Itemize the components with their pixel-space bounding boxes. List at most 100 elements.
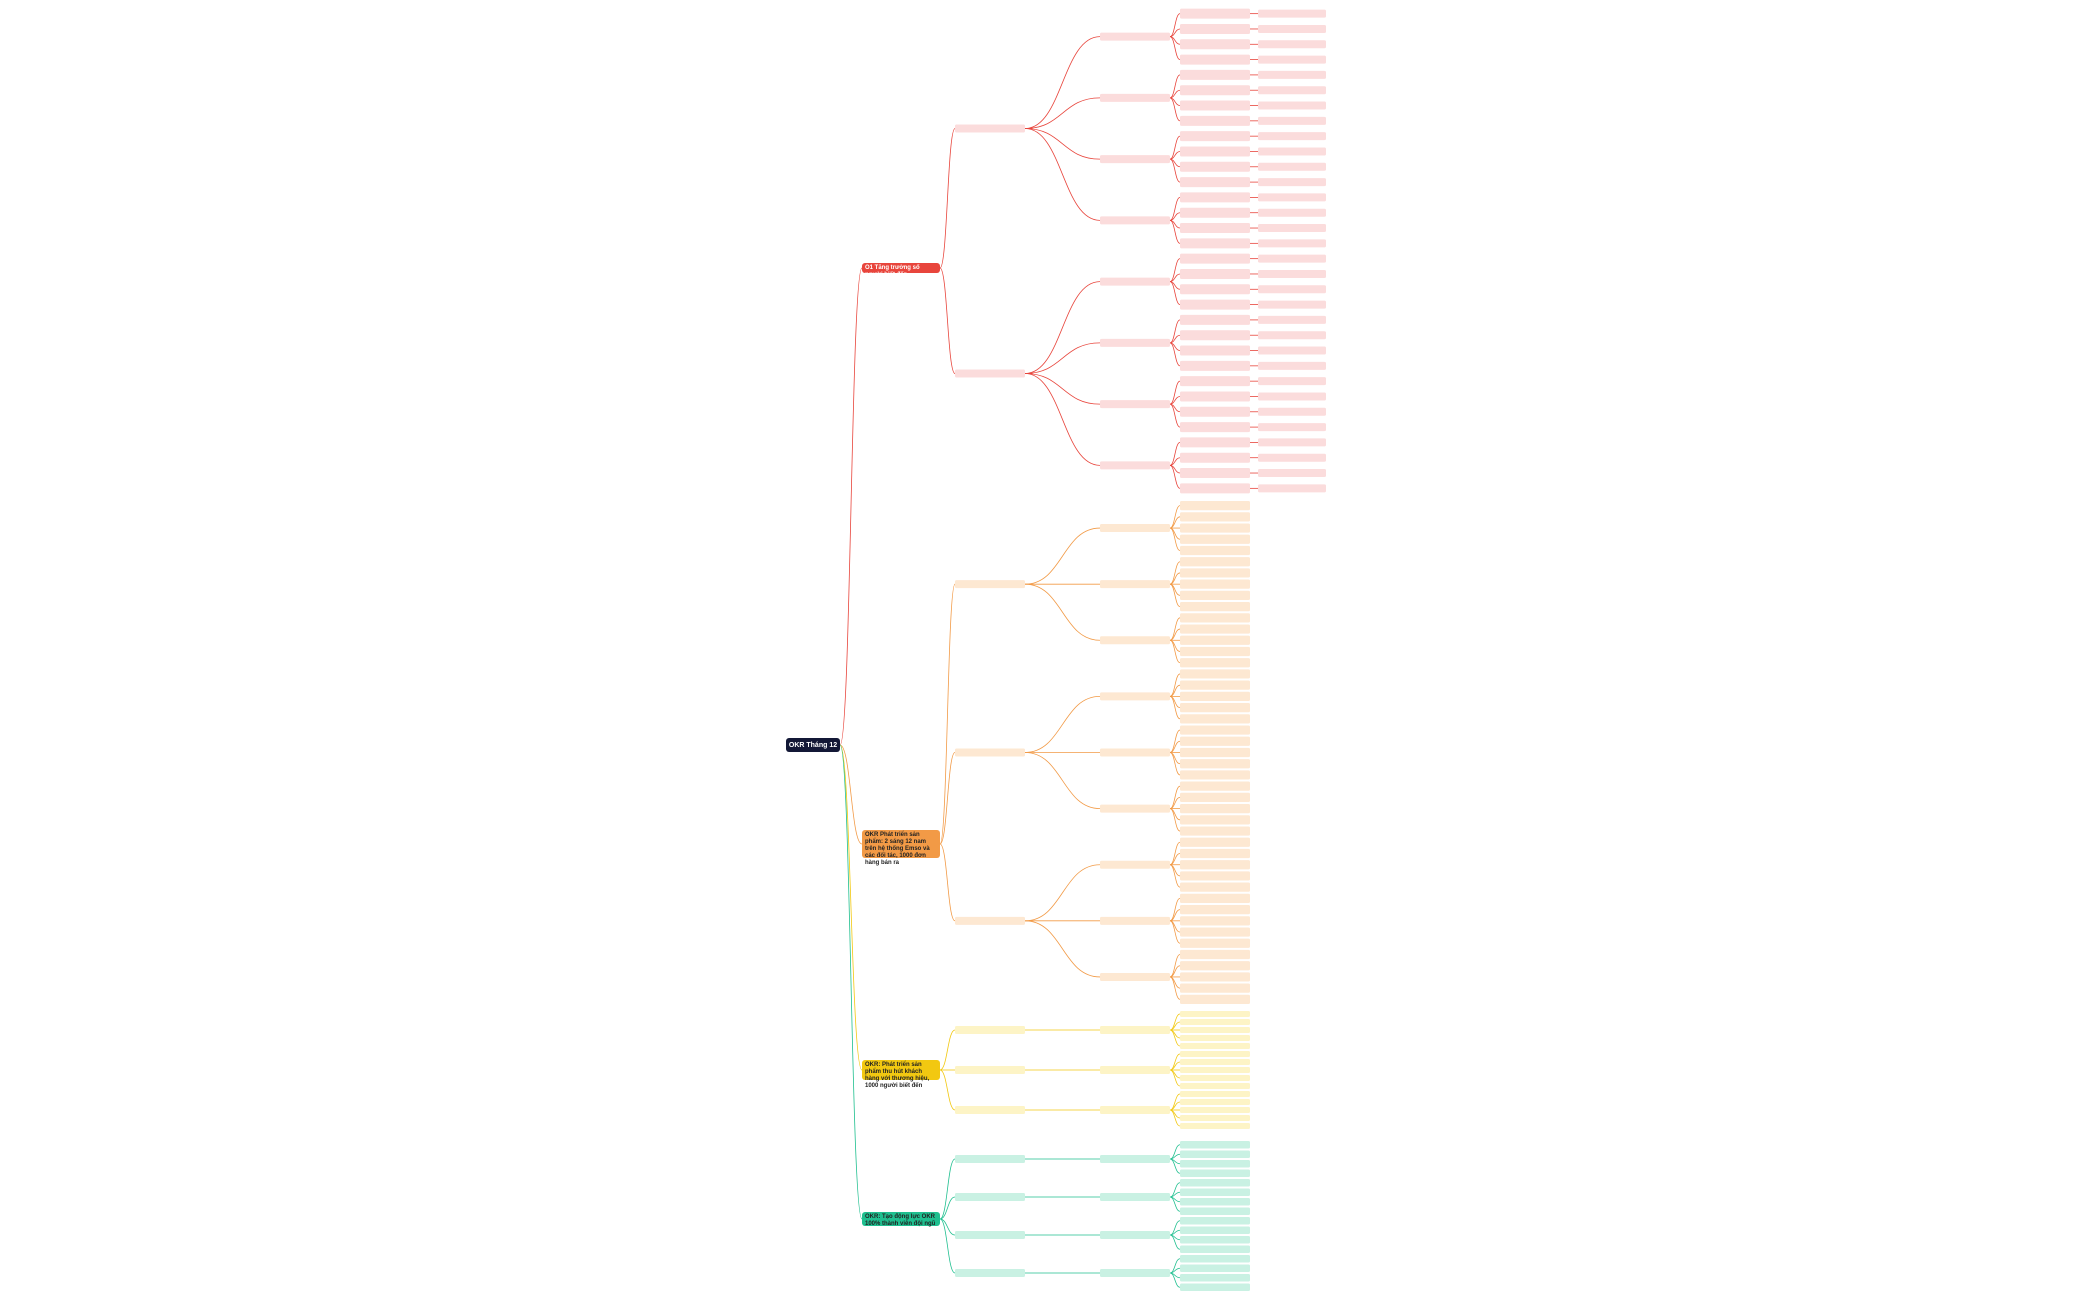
leaf-node	[1180, 557, 1250, 567]
leaf-node	[1258, 239, 1326, 248]
leaf-node	[1180, 1075, 1250, 1081]
leaf-node	[1180, 177, 1250, 188]
connector	[1024, 36, 1101, 129]
leaf-node	[1180, 545, 1250, 556]
leaf-node	[1180, 161, 1250, 172]
leaf-node	[1180, 360, 1250, 371]
leaf-node	[1180, 39, 1250, 50]
branch-node: OKR: Phát triển sản phẩm thu hút khách h…	[862, 1060, 940, 1089]
connector	[1024, 373, 1101, 405]
connector	[1024, 128, 1101, 221]
connector	[939, 1218, 956, 1274]
connector	[1169, 1109, 1181, 1127]
connector	[1024, 752, 1101, 810]
sub-node	[1100, 580, 1170, 589]
leaf-node	[1180, 1141, 1250, 1149]
sub-node	[1100, 804, 1170, 813]
sub-node	[955, 1026, 1025, 1034]
sub-node	[1100, 93, 1170, 102]
leaf-node	[1180, 1059, 1250, 1065]
leaf-node	[1180, 826, 1250, 836]
leaf-node	[1258, 453, 1326, 462]
connector	[1169, 219, 1181, 244]
connector	[1024, 281, 1101, 374]
sub-node	[1100, 972, 1170, 981]
branch-node: O1 Tăng trưởng số người biết đến	[862, 263, 940, 278]
connector	[939, 752, 956, 845]
leaf-node	[1180, 949, 1250, 960]
connector	[1169, 695, 1181, 720]
connector	[1169, 864, 1181, 888]
leaf-node	[1180, 376, 1250, 387]
connector	[939, 128, 956, 269]
connector	[1024, 128, 1101, 160]
sub-node	[1100, 338, 1170, 347]
leaf-node	[1180, 602, 1250, 612]
leaf-node	[1180, 253, 1250, 264]
leaf-node	[1258, 285, 1326, 294]
sub-node	[1100, 1193, 1170, 1201]
leaf-node	[1180, 299, 1250, 310]
sub-node	[1100, 32, 1170, 41]
leaf-node	[1258, 101, 1326, 110]
leaf-node	[1180, 1207, 1250, 1215]
leaf-node	[1180, 1226, 1250, 1234]
leaf-node	[1180, 115, 1250, 126]
leaf-node	[1180, 406, 1250, 417]
connector	[1169, 673, 1181, 697]
sub-node	[955, 1193, 1025, 1201]
leaf-node	[1180, 483, 1250, 494]
sub-node	[1100, 277, 1170, 286]
leaf-node	[1180, 1043, 1250, 1049]
leaf-node	[1180, 860, 1250, 870]
sub-node	[955, 124, 1025, 133]
sub-node	[1100, 400, 1170, 409]
leaf-node	[1180, 691, 1250, 701]
sub-node	[1100, 1155, 1170, 1163]
connector	[1169, 1029, 1181, 1047]
leaf-node	[1180, 314, 1250, 325]
connector	[1169, 319, 1181, 344]
leaf-node	[1180, 1107, 1250, 1113]
leaf-node	[1180, 268, 1250, 279]
connector	[1169, 897, 1181, 922]
connector	[1024, 583, 1101, 641]
connector	[1169, 527, 1181, 551]
leaf-node	[1180, 703, 1250, 713]
leaf-node	[1258, 162, 1326, 171]
leaf-node	[1258, 331, 1326, 340]
root-node: OKR Tháng 12	[786, 738, 840, 752]
leaf-node	[1180, 905, 1250, 915]
connector	[1169, 808, 1181, 832]
sub-node	[955, 1155, 1025, 1163]
connector	[1169, 74, 1181, 99]
leaf-node	[1180, 1115, 1250, 1121]
connector	[1169, 442, 1181, 466]
leaf-node	[1258, 377, 1326, 386]
sub-node	[1100, 1269, 1170, 1277]
connector	[1169, 403, 1181, 428]
connector	[1169, 639, 1181, 664]
connector	[1024, 864, 1101, 922]
leaf-node	[1258, 438, 1326, 447]
leaf-node	[1180, 759, 1250, 769]
connector	[1169, 36, 1181, 60]
leaf-node	[1180, 770, 1250, 780]
leaf-node	[1180, 238, 1250, 249]
leaf-node	[1180, 804, 1250, 814]
leaf-node	[1180, 330, 1250, 341]
sub-node	[955, 369, 1025, 378]
sub-node	[1100, 461, 1170, 470]
connector	[1169, 841, 1181, 866]
leaf-node	[1258, 254, 1326, 263]
leaf-node	[1180, 927, 1250, 937]
leaf-node	[1180, 1051, 1250, 1057]
leaf-node	[1180, 972, 1250, 982]
leaf-node	[1180, 1236, 1250, 1244]
connector	[1169, 258, 1181, 283]
leaf-node	[1258, 132, 1326, 141]
leaf-node	[1258, 178, 1326, 187]
leaf-node	[1180, 100, 1250, 111]
leaf-node	[1180, 1198, 1250, 1206]
leaf-node	[1180, 781, 1250, 791]
